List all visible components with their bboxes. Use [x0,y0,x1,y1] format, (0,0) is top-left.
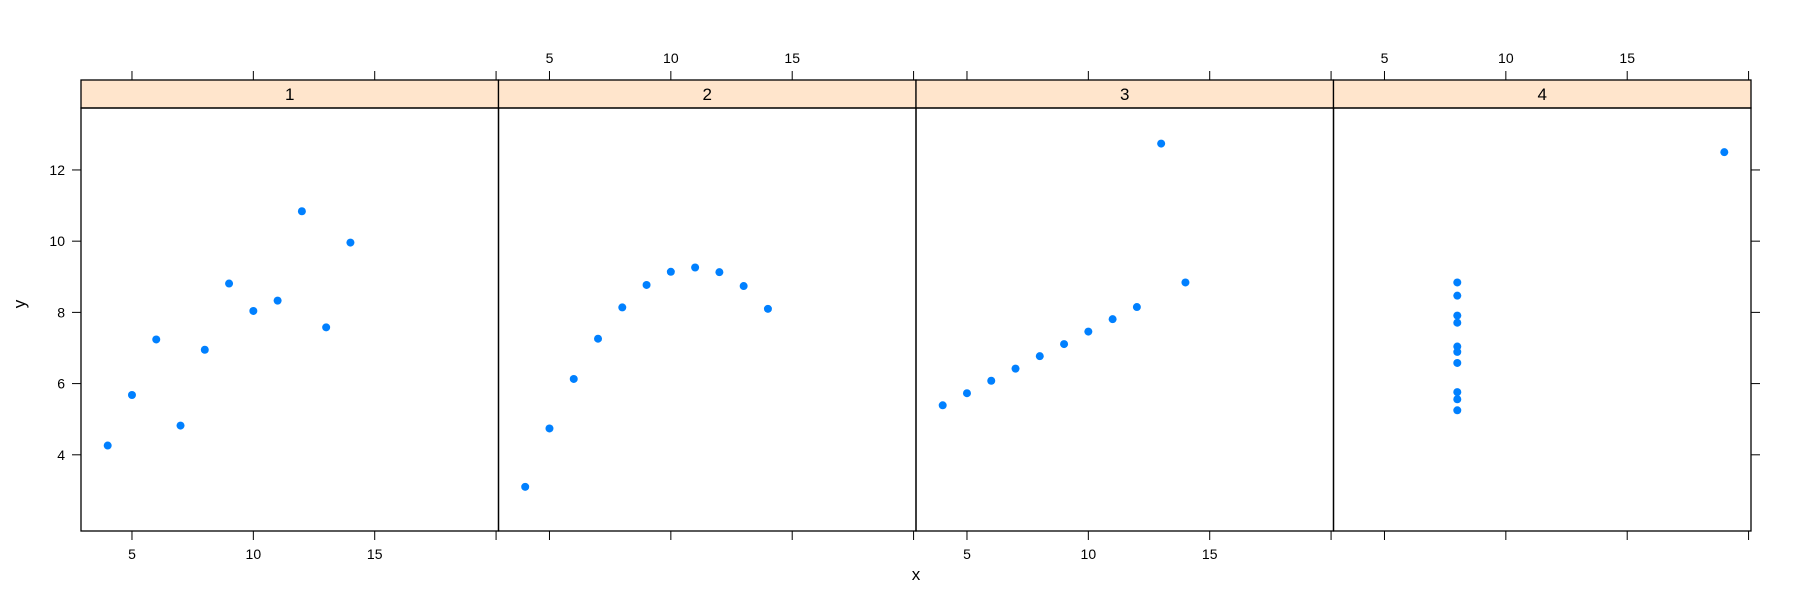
x-tick-label: 15 [784,50,800,66]
data-point [152,335,161,344]
data-point [1157,139,1166,148]
data-point [322,323,331,332]
data-point [1453,347,1462,356]
data-point [1453,388,1462,397]
data-point [1453,291,1462,300]
data-point [962,389,971,398]
data-point [642,280,651,289]
data-point [297,207,306,216]
data-point [1084,327,1093,336]
strip-label: 1 [285,85,294,104]
data-point [739,282,748,291]
data-point [249,306,258,315]
data-point [103,441,112,450]
y-tick-label: 4 [57,447,65,463]
x-tick-label: 15 [1202,546,1218,562]
data-point [1453,395,1462,404]
data-point [1132,303,1141,312]
x-tick-label: 5 [1381,50,1389,66]
data-point [521,482,530,491]
data-point [987,376,996,385]
data-point [666,267,675,276]
panel-frame-3 [915,107,1335,532]
data-point [1720,148,1729,157]
y-tick-label: 8 [57,304,65,320]
strip-label: 4 [1538,85,1547,104]
y-tick-label: 12 [49,162,65,178]
data-point [569,374,578,383]
y-axis-label: y [10,299,29,308]
x-tick-label: 10 [1081,546,1097,562]
data-point [715,268,724,277]
data-point [273,296,282,305]
data-point [594,334,603,343]
data-point [763,304,772,313]
data-point [545,424,554,433]
panel-strip-1 [80,79,500,109]
data-point [938,401,947,410]
data-point [1060,340,1069,349]
strip-label: 3 [1120,85,1129,104]
data-point [346,238,355,247]
x-tick-label: 10 [1498,50,1514,66]
strip-label: 2 [703,85,712,104]
data-point [618,303,627,312]
panel-frame-2 [497,107,917,532]
panel-frame-4 [1332,107,1752,532]
data-point [1453,278,1462,287]
data-point [1108,315,1117,324]
data-point [176,421,185,430]
data-point [691,263,700,272]
data-point [1181,278,1190,287]
x-tick-label: 10 [663,50,679,66]
y-tick-label: 10 [49,233,65,249]
panel-strip-4 [1332,79,1752,109]
data-point [1035,352,1044,361]
x-tick-label: 10 [246,546,262,562]
x-tick-label: 15 [1619,50,1635,66]
y-tick-label: 6 [57,376,65,392]
data-point [1453,358,1462,367]
data-point [127,390,136,399]
x-axis-label: x [912,565,921,584]
x-tick-label: 5 [128,546,136,562]
data-point [1011,364,1020,373]
x-tick-label: 15 [367,546,383,562]
x-tick-label: 5 [546,50,554,66]
data-point [1453,311,1462,320]
data-point [1453,318,1462,327]
x-tick-label: 5 [963,546,971,562]
data-point [200,345,209,354]
panel-frame-1 [80,107,500,532]
data-point [1453,406,1462,415]
data-point [225,279,234,288]
